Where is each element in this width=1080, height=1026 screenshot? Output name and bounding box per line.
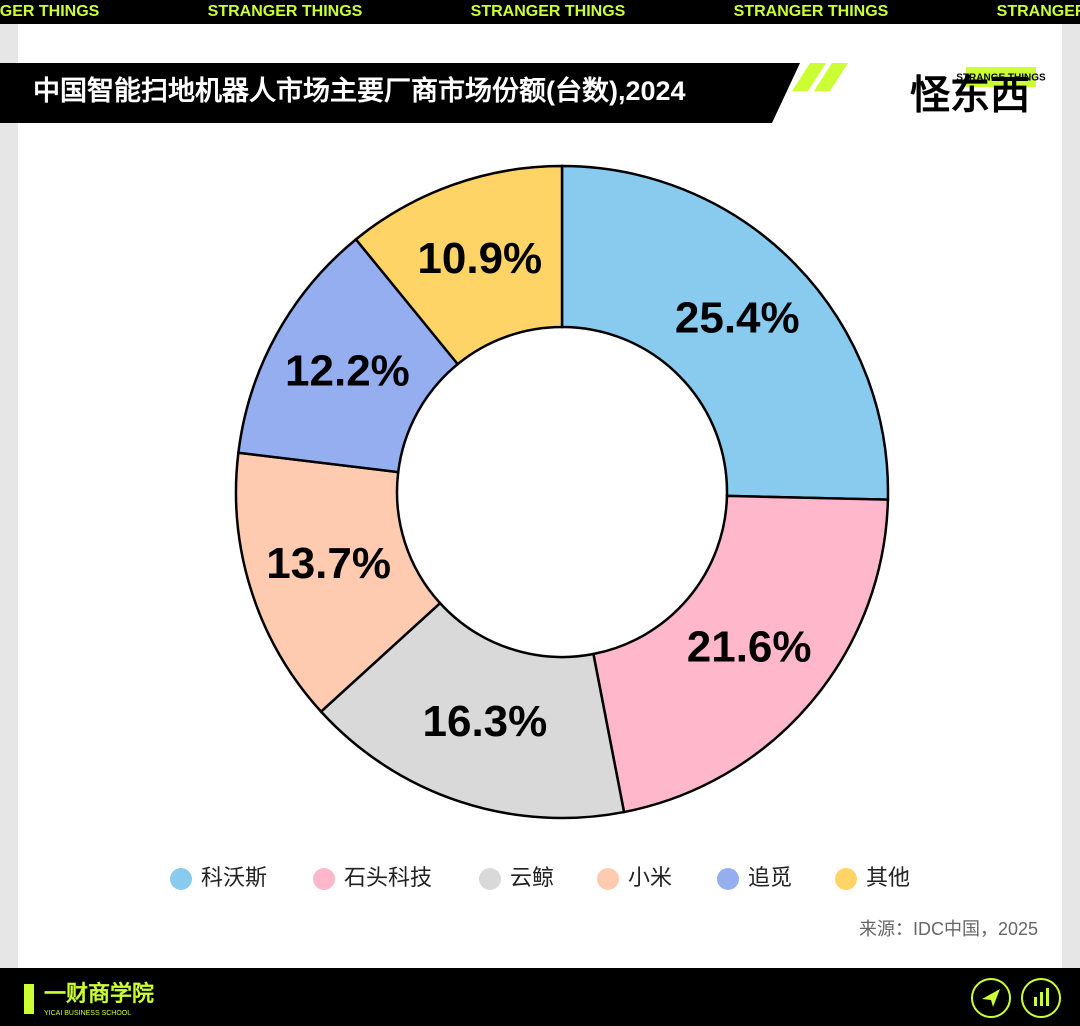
footer-brand-en: YICAI BUSINESS SCHOOL xyxy=(44,1010,131,1017)
legend-swatch xyxy=(717,868,739,890)
value-label: 12.2% xyxy=(285,346,410,395)
legend: 科沃斯 石头科技 云鲸 小米 追觅 其他 xyxy=(170,865,910,890)
source: 来源：IDC中国，2025 xyxy=(859,919,1038,939)
brand-badge xyxy=(966,67,1036,87)
slash xyxy=(814,63,848,91)
value-label: 10.9% xyxy=(417,234,542,283)
footer-bar xyxy=(0,968,1080,1026)
value-label: 13.7% xyxy=(266,539,391,588)
legend-swatch xyxy=(479,868,501,890)
legend-label: 追觅 xyxy=(748,865,792,890)
side-strip xyxy=(1062,24,1080,968)
donut-segment xyxy=(591,494,890,814)
ticker: STRANGER THINGS STRANGER THINGS STRANGER T… xyxy=(0,3,1080,20)
footer-brand: 一财商学院 xyxy=(44,981,154,1006)
share-button[interactable] xyxy=(971,978,1011,1018)
side-strip xyxy=(0,24,18,968)
legend-label: 科沃斯 xyxy=(201,865,267,890)
ticker-bar xyxy=(0,0,1080,24)
ticker-text: STRANGER THINGS xyxy=(734,3,889,20)
legend-swatch xyxy=(313,868,335,890)
footer-logo-mark xyxy=(24,984,34,1014)
value-label: 21.6% xyxy=(687,623,812,672)
brand: 怪东西 xyxy=(910,74,1030,118)
legend-label: 石头科技 xyxy=(344,865,432,890)
stats-icon xyxy=(1034,997,1037,1006)
stats-icon xyxy=(1046,988,1049,1006)
title-bar xyxy=(0,63,800,123)
value-label: 25.4% xyxy=(675,293,800,342)
legend-label: 其他 xyxy=(866,865,910,890)
legend-swatch xyxy=(835,868,857,890)
ticker-text: STRANGER THINGS xyxy=(471,3,626,20)
donut-segment xyxy=(560,164,890,501)
ticker-text: STRANGER THINGS xyxy=(0,3,100,20)
donut: 25.4% 21.6% 16.3% 13.7% 12.2% 10.9% xyxy=(234,164,890,820)
legend-swatch xyxy=(170,868,192,890)
brand-small: STRANGE THINGS xyxy=(956,73,1046,84)
ticker-text: STRANGER THINGS xyxy=(208,3,363,20)
donut-segment xyxy=(234,451,442,714)
ticker-text: STRANGER THINGS xyxy=(997,3,1080,20)
stats-icon xyxy=(1040,992,1043,1006)
donut-segment xyxy=(319,601,626,820)
slash xyxy=(792,63,826,91)
value-label: 16.3% xyxy=(423,697,548,746)
donut-segment xyxy=(354,164,564,366)
chart-title: 中国智能扫地机器人市场主要厂商市场份额(台数),2024 xyxy=(33,75,686,106)
legend-swatch xyxy=(597,868,619,890)
legend-label: 云鲸 xyxy=(510,865,554,890)
stats-button[interactable] xyxy=(1021,978,1061,1018)
share-icon xyxy=(982,989,1000,1007)
legend-label: 小米 xyxy=(628,865,672,890)
